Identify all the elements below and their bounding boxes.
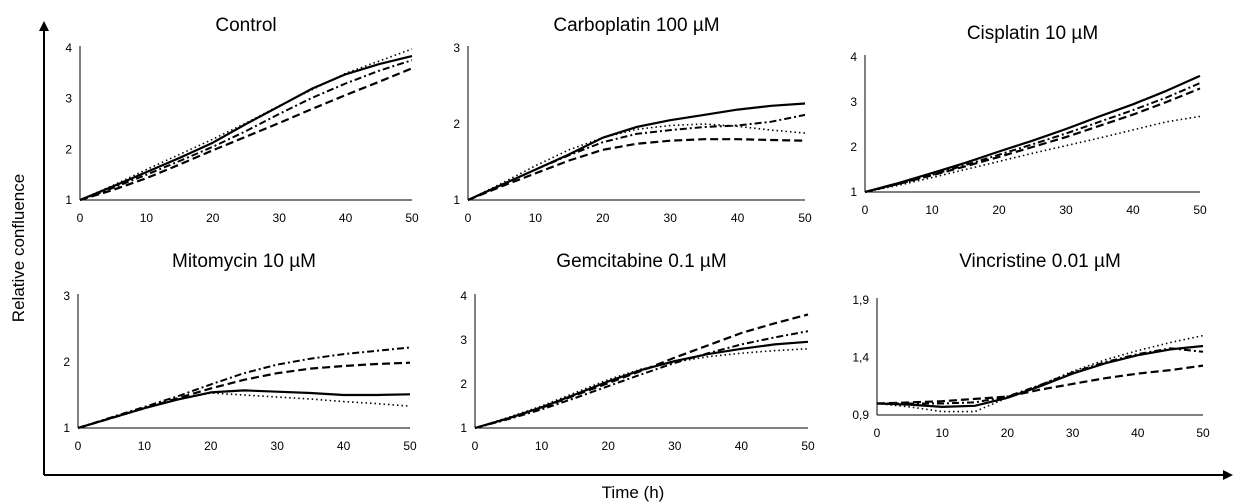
series-line-dashed — [468, 139, 805, 200]
x-tick-label: 0 — [472, 439, 479, 453]
y-tick-label: 3 — [453, 41, 460, 55]
chart-title: Cisplatin 10 µM — [967, 23, 1098, 44]
x-tick-label: 40 — [1126, 203, 1140, 217]
x-tick-label: 40 — [337, 439, 351, 453]
series-line-dotted — [475, 349, 808, 428]
x-tick-label: 10 — [535, 439, 549, 453]
chart-panel-2: Carboplatin 100 µM 0 10 20 30 40 50 1 2 3 — [453, 15, 812, 225]
y-tick-label: 2 — [453, 117, 460, 131]
series-line-solid — [80, 56, 412, 200]
x-tick-label: 50 — [1196, 426, 1210, 440]
x-tick-label: 0 — [465, 211, 472, 225]
series-line-dashdot — [877, 348, 1203, 403]
x-tick-label: 20 — [204, 439, 218, 453]
series-line-solid — [865, 76, 1200, 192]
series-line-solid — [877, 346, 1203, 407]
y-tick-label: 0,9 — [852, 408, 869, 422]
x-tick-label: 50 — [1193, 203, 1207, 217]
chart-title: Vincristine 0.01 µM — [959, 251, 1121, 272]
x-tick-label: 10 — [936, 426, 950, 440]
series-line-dotted — [877, 336, 1203, 412]
x-tick-label: 50 — [403, 439, 417, 453]
y-tick-label: 3 — [63, 289, 70, 303]
x-tick-label: 30 — [271, 439, 285, 453]
y-tick-label: 3 — [850, 95, 857, 109]
x-axis-title: Time (h) — [602, 483, 665, 502]
x-tick-label: 30 — [668, 439, 682, 453]
chart-panel-1: Control 0 10 20 30 40 50 1 2 3 4 — [65, 15, 419, 225]
x-tick-label: 20 — [602, 439, 616, 453]
series-line-solid — [78, 390, 410, 428]
chart-panel-3: Cisplatin 10 µM 0 10 20 30 40 50 1 2 3 4 — [850, 23, 1207, 217]
chart-panel-5: Gemcitabine 0.1 µM 0 10 20 30 40 50 1 2 3 4 — [460, 251, 815, 453]
x-tick-label: 30 — [273, 211, 287, 225]
y-tick-label: 2 — [850, 140, 857, 154]
x-tick-label: 50 — [801, 439, 815, 453]
series-line-solid — [468, 104, 805, 201]
x-tick-label: 20 — [596, 211, 610, 225]
x-tick-label: 40 — [1131, 426, 1145, 440]
x-tick-label: 0 — [75, 439, 82, 453]
x-tick-label: 40 — [731, 211, 745, 225]
x-tick-label: 40 — [735, 439, 749, 453]
y-tick-label: 1,4 — [852, 351, 869, 365]
chart-title: Mitomycin 10 µM — [172, 251, 316, 272]
y-tick-label: 2 — [460, 377, 467, 391]
series-line-dotted — [78, 393, 410, 428]
y-tick-label: 2 — [65, 142, 72, 156]
chart-panel-6: Vincristine 0.01 µM 0 10 20 30 40 50 0,9 1,4 1,9 — [852, 251, 1210, 440]
x-tick-label: 0 — [874, 426, 881, 440]
y-axis-title: Relative confluence — [9, 174, 28, 322]
x-tick-label: 20 — [206, 211, 220, 225]
y-tick-label: 4 — [850, 50, 857, 64]
chart-title: Control — [215, 15, 276, 36]
y-tick-label: 4 — [460, 289, 467, 303]
x-tick-label: 40 — [339, 211, 353, 225]
y-tick-label: 1 — [850, 185, 857, 199]
x-tick-label: 30 — [1059, 203, 1073, 217]
x-tick-label: 10 — [925, 203, 939, 217]
x-tick-label: 20 — [992, 203, 1006, 217]
y-tick-label: 1 — [63, 421, 70, 435]
series-line-dashdot — [78, 348, 410, 429]
series-line-dotted — [468, 124, 805, 200]
chart-title: Gemcitabine 0.1 µM — [556, 251, 726, 272]
x-tick-label: 30 — [1066, 426, 1080, 440]
x-tick-label: 30 — [664, 211, 678, 225]
x-tick-label: 50 — [405, 211, 419, 225]
y-tick-label: 2 — [63, 355, 70, 369]
x-tick-label: 0 — [77, 211, 84, 225]
x-tick-label: 10 — [529, 211, 543, 225]
x-tick-label: 10 — [140, 211, 154, 225]
series-line-dashdot — [865, 83, 1200, 192]
y-tick-label: 1 — [460, 421, 467, 435]
y-tick-label: 1,9 — [852, 293, 869, 307]
x-tick-label: 20 — [1001, 426, 1015, 440]
chart-title: Carboplatin 100 µM — [553, 15, 719, 36]
y-tick-label: 1 — [65, 193, 72, 207]
series-line-dashed — [475, 315, 808, 429]
y-tick-label: 3 — [65, 92, 72, 106]
y-tick-label: 4 — [65, 41, 72, 55]
x-tick-label: 0 — [862, 203, 869, 217]
chart-panel-4: Mitomycin 10 µM 0 10 20 30 40 50 1 2 3 — [63, 251, 417, 453]
x-tick-label: 10 — [138, 439, 152, 453]
y-tick-label: 3 — [460, 333, 467, 347]
x-tick-label: 50 — [798, 211, 812, 225]
y-tick-label: 1 — [453, 193, 460, 207]
